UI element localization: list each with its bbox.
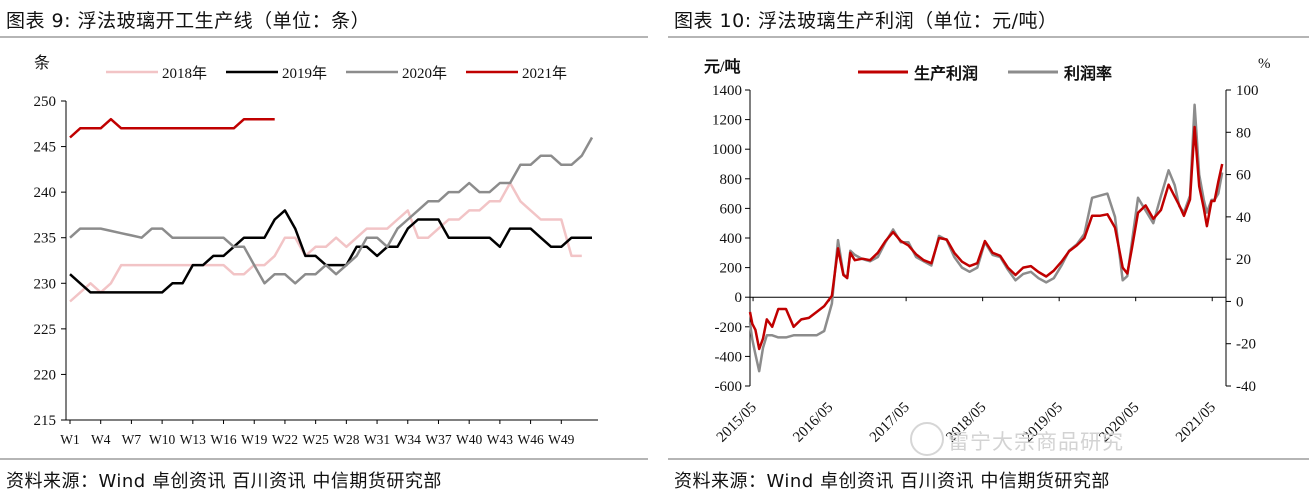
left-y-tick-label: -600 bbox=[715, 379, 743, 395]
y-tick-label: 250 bbox=[34, 94, 57, 110]
left-y-tick-label: 1200 bbox=[712, 113, 742, 129]
x-tick-label: W31 bbox=[364, 432, 390, 447]
right-y-tick-label: 40 bbox=[1236, 210, 1251, 226]
y-tick-label: 235 bbox=[34, 231, 57, 247]
right-y-tick-label: 100 bbox=[1236, 83, 1259, 99]
x-tick-label: W19 bbox=[241, 432, 267, 447]
left-y-tick-label: 1400 bbox=[712, 83, 742, 99]
left-y-tick-label: 400 bbox=[720, 231, 743, 247]
y-tick-label: 220 bbox=[34, 367, 57, 383]
x-tick-label: 2015/05 bbox=[714, 400, 760, 446]
y-tick-label: 240 bbox=[34, 185, 57, 201]
left-y-tick-label: 0 bbox=[735, 290, 743, 306]
x-tick-label: W37 bbox=[425, 432, 451, 447]
right-y-tick-label: 80 bbox=[1236, 125, 1251, 141]
legend-label: 生产利润 bbox=[914, 64, 978, 83]
legend-label: 2019年 bbox=[282, 65, 327, 82]
x-tick-label: W7 bbox=[122, 432, 142, 447]
series-line-4 bbox=[69, 117, 275, 139]
series-line-2 bbox=[69, 209, 592, 294]
margin-line bbox=[748, 103, 1224, 373]
left-y-tick-label: 800 bbox=[720, 172, 743, 188]
right-y-tick-label: 20 bbox=[1236, 252, 1251, 268]
source-note: 资料来源：Wind 卓创资讯 百川资讯 中信期货研究部 bbox=[674, 471, 1110, 492]
right-figure-panel: 图表 10: 浮法玻璃生产利润（单位：元/吨） -600 -400 -200 0 200… bbox=[668, 0, 1309, 498]
series-line-1 bbox=[69, 181, 582, 303]
watermark-text: 雷宁大宗商品研究 bbox=[948, 430, 1124, 454]
x-tick-label: 2016/05 bbox=[790, 400, 836, 446]
x-tick-label: 2021/05 bbox=[1173, 400, 1219, 446]
legend-label: 利润率 bbox=[1064, 64, 1112, 83]
x-tick-label: W34 bbox=[395, 432, 421, 447]
source-divider bbox=[668, 458, 1309, 460]
x-tick-label: W10 bbox=[149, 432, 175, 447]
source-divider bbox=[0, 458, 648, 460]
y-tick-label: 230 bbox=[34, 276, 57, 292]
x-tick-label: W40 bbox=[456, 432, 482, 447]
x-tick-label: W28 bbox=[333, 432, 359, 447]
title-divider bbox=[0, 36, 648, 38]
x-tick-label: W1 bbox=[60, 432, 80, 447]
operating-lines-chart: 215 220 225 230 235 240 245 250 条 W1 W4 W7 W10 W13 W16… bbox=[34, 54, 598, 447]
right-y-tick-label: -40 bbox=[1236, 379, 1256, 395]
right-y-tick-label: 0 bbox=[1236, 294, 1244, 310]
y-tick-label: 225 bbox=[34, 322, 57, 338]
y-axis-label: 条 bbox=[34, 54, 50, 72]
right-axis-unit: % bbox=[1258, 56, 1271, 72]
left-y-tick-label: 600 bbox=[720, 201, 743, 217]
left-y-tick-label: 1000 bbox=[712, 142, 742, 158]
legend-label: 2021年 bbox=[522, 65, 567, 82]
left-axis-unit: 元/吨 bbox=[704, 57, 740, 76]
source-note: 资料来源：Wind 卓创资讯 百川资讯 中信期货研究部 bbox=[6, 471, 442, 492]
x-tick-label: 2017/05 bbox=[867, 400, 913, 446]
x-tick-label: W4 bbox=[91, 432, 111, 447]
x-tick-label: W43 bbox=[487, 432, 513, 447]
left-y-tick-label: 200 bbox=[720, 261, 743, 277]
title-divider bbox=[668, 36, 1309, 38]
figure-title: 图表 10: 浮法玻璃生产利润（单位：元/吨） bbox=[674, 10, 1058, 32]
figure-title: 图表 9: 浮法玻璃开工生产线（单位：条） bbox=[6, 10, 371, 32]
series-line-3 bbox=[69, 136, 594, 285]
x-tick-label: W16 bbox=[210, 432, 236, 447]
right-y-tick-label: 60 bbox=[1236, 168, 1251, 184]
profit-line bbox=[748, 125, 1224, 351]
right-y-tick-label: -20 bbox=[1236, 337, 1256, 353]
x-tick-label: W13 bbox=[180, 432, 206, 447]
profit-chart: -600-400-2000200400600800100012001400-40… bbox=[704, 56, 1271, 446]
wechat-icon bbox=[910, 422, 944, 456]
legend-label: 2020年 bbox=[402, 65, 447, 82]
left-y-tick-label: -400 bbox=[715, 349, 743, 365]
x-tick-label: W25 bbox=[303, 432, 329, 447]
legend-label: 2018年 bbox=[162, 65, 207, 82]
x-tick-label: W22 bbox=[272, 432, 298, 447]
x-tick-label: W46 bbox=[517, 432, 543, 447]
left-y-tick-label: -200 bbox=[715, 320, 743, 336]
left-figure-panel: 图表 9: 浮法玻璃开工生产线（单位：条） 215 220 225 230 235 240… bbox=[0, 0, 648, 498]
x-tick-label: W49 bbox=[548, 432, 574, 447]
y-tick-label: 215 bbox=[34, 413, 57, 429]
y-tick-label: 245 bbox=[34, 140, 57, 156]
